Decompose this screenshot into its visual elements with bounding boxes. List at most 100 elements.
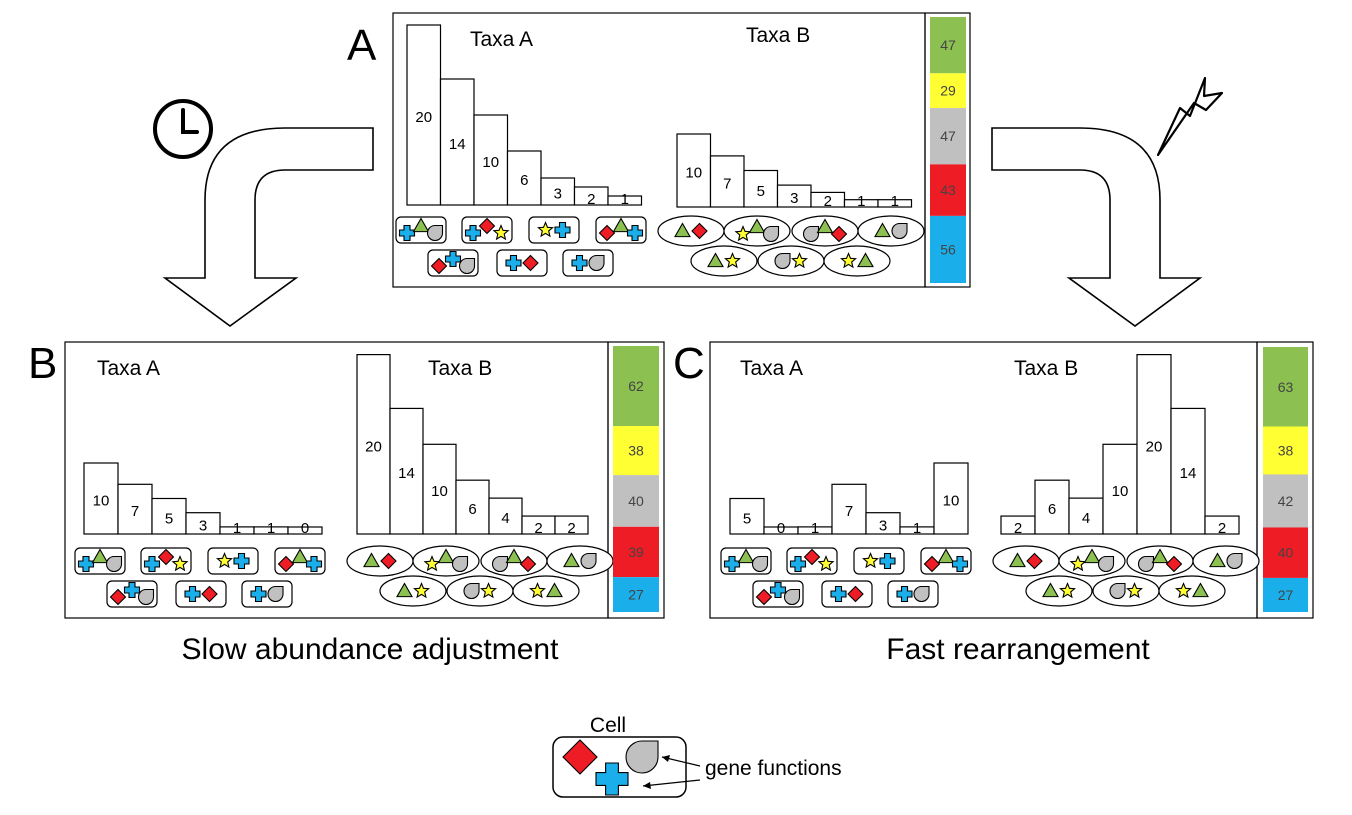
cell <box>853 547 905 575</box>
star-icon <box>529 582 546 599</box>
function-segment <box>1263 577 1308 612</box>
cell <box>920 547 972 575</box>
star-icon <box>423 555 441 572</box>
cell <box>992 545 1060 577</box>
function-value-label: 63 <box>1278 379 1294 395</box>
bar-value-label: 5 <box>743 510 751 527</box>
function-value-label: 47 <box>940 128 956 144</box>
flow-arrow-right <box>991 127 1203 327</box>
star-icon <box>791 252 808 269</box>
cell <box>1126 545 1194 577</box>
triangle-icon <box>1151 548 1169 564</box>
bar-value-label: 20 <box>1146 438 1163 455</box>
cell <box>427 249 479 277</box>
diamond-icon <box>430 257 448 275</box>
bar <box>540 177 576 206</box>
star-icon <box>413 582 430 599</box>
bar-value-label: 5 <box>165 510 173 527</box>
cell <box>207 547 259 575</box>
diamond-icon <box>803 548 821 566</box>
bar <box>554 515 589 535</box>
drop-icon <box>105 555 123 573</box>
bar <box>933 462 969 535</box>
plus-icon <box>305 555 323 573</box>
cell <box>595 216 647 244</box>
cell <box>786 547 838 575</box>
cell <box>752 580 804 608</box>
plus-icon <box>830 585 847 603</box>
cell <box>480 545 548 577</box>
bar <box>607 195 643 206</box>
drop-icon <box>1137 555 1155 573</box>
panel-b-caption: Slow abundance adjustment <box>182 633 560 666</box>
star-icon <box>862 552 879 569</box>
triangle-icon <box>91 548 109 564</box>
cell <box>821 580 873 608</box>
function-segment <box>930 215 966 283</box>
legend-arrowhead-bottom <box>643 782 651 789</box>
bar <box>1102 443 1138 535</box>
lightning-icon <box>1156 76 1224 157</box>
bar-value-label: 20 <box>415 109 432 126</box>
diamond-icon <box>755 588 773 606</box>
diamond-icon <box>562 739 598 775</box>
triangle-icon <box>363 552 380 568</box>
cell <box>723 215 791 247</box>
triangle-icon <box>1209 552 1226 568</box>
triangle-icon <box>857 252 874 268</box>
diamond-icon <box>380 552 397 570</box>
star-icon <box>1059 582 1076 599</box>
drop-icon <box>451 555 469 573</box>
bar-value-label: 2 <box>587 191 595 208</box>
plus-icon <box>626 224 644 242</box>
bar-value-label: 0 <box>301 520 309 537</box>
diamond-icon <box>519 555 537 573</box>
function-segment <box>613 426 659 476</box>
function-value-label: 40 <box>1278 545 1294 561</box>
plus-icon <box>595 762 629 796</box>
drop-icon <box>1226 552 1243 570</box>
drop-icon <box>588 254 605 272</box>
bar <box>356 354 391 535</box>
bar-value-label: 7 <box>845 503 853 520</box>
plus-icon <box>505 254 522 272</box>
function-segment <box>1263 527 1308 578</box>
bar <box>1204 515 1240 535</box>
drop-icon <box>913 585 930 603</box>
star-icon <box>1126 582 1143 599</box>
triangle-icon <box>505 548 523 564</box>
triangle-icon <box>546 582 563 598</box>
plus-icon <box>879 552 896 570</box>
star-icon <box>817 555 835 572</box>
flow-arrow-left <box>162 127 374 327</box>
panel-c-letter: C <box>673 339 705 388</box>
function-value-label: 56 <box>940 241 956 257</box>
bar-value-label: 1 <box>811 520 819 537</box>
cell <box>412 545 480 577</box>
triangle-icon <box>748 218 766 234</box>
drop-icon <box>625 740 659 774</box>
bar-value-label: 5 <box>757 183 765 200</box>
bar-value-label: 2 <box>824 193 832 210</box>
cell <box>1058 545 1126 577</box>
panel-b-letter: B <box>28 339 57 388</box>
panel-c-caption: Fast rearrangement <box>886 633 1150 666</box>
cell <box>1158 575 1226 607</box>
cell <box>241 580 293 608</box>
cell <box>106 580 158 608</box>
diamond-icon <box>478 217 496 235</box>
cell <box>757 245 825 277</box>
drop-icon <box>426 224 444 242</box>
cell <box>720 547 772 575</box>
diamond-icon <box>157 548 175 566</box>
bar <box>1136 354 1172 535</box>
cell <box>823 245 891 277</box>
drop-icon <box>774 252 791 270</box>
triangle-icon <box>412 217 430 233</box>
function-value-label: 43 <box>940 182 956 198</box>
bar <box>151 497 187 535</box>
cell <box>1092 575 1160 607</box>
